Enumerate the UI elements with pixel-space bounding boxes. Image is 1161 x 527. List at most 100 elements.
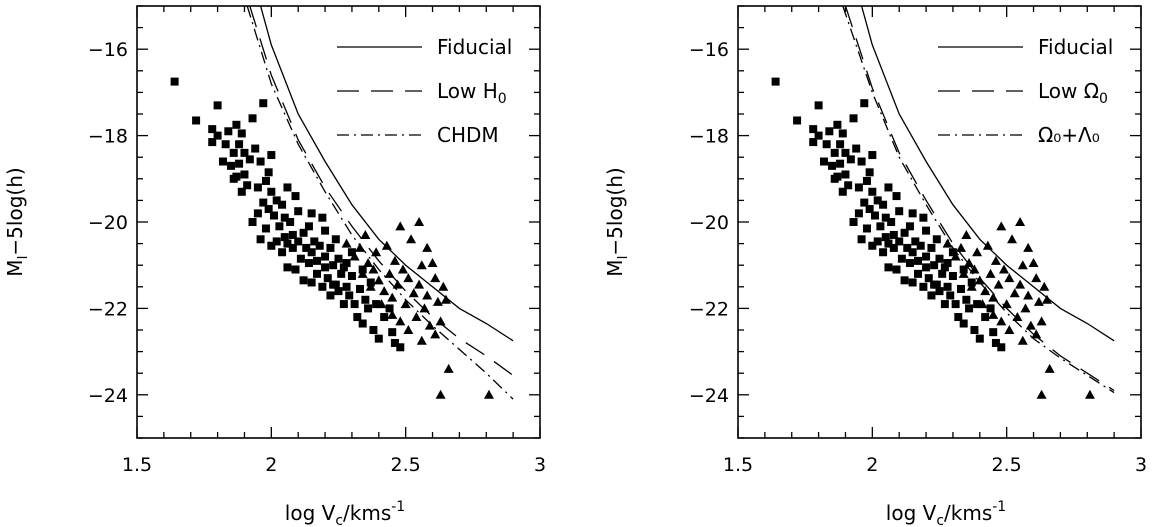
- square-point: [248, 114, 257, 123]
- square-point: [170, 77, 179, 86]
- triangle-point: [993, 279, 1004, 289]
- triangle-point: [955, 242, 966, 252]
- triangle-point: [397, 264, 408, 274]
- square-point: [932, 235, 941, 244]
- square-point: [227, 161, 236, 170]
- triangle-point: [363, 258, 374, 268]
- square-point: [283, 263, 292, 272]
- square-point: [283, 183, 292, 192]
- square-point: [860, 99, 869, 108]
- square-point: [895, 207, 904, 216]
- square-point: [213, 131, 222, 140]
- square-point: [218, 157, 227, 166]
- square-point: [232, 120, 241, 129]
- square-point: [892, 265, 901, 274]
- square-point: [331, 235, 340, 244]
- square-point: [852, 144, 861, 153]
- triangle-point: [1015, 279, 1026, 289]
- model-line-dashed: [844, 6, 1115, 392]
- square-point: [889, 243, 898, 252]
- triangle-point: [411, 312, 422, 322]
- square-point: [930, 280, 939, 289]
- square-point: [345, 291, 354, 300]
- square-point: [304, 222, 313, 231]
- triangle-point: [966, 281, 977, 291]
- legend-label: Low H0: [437, 79, 507, 107]
- square-point: [256, 157, 265, 166]
- triangle-point: [998, 264, 1009, 274]
- x-axis-label: log Vc/kms-1: [285, 499, 405, 527]
- square-point: [264, 205, 273, 214]
- triangle-point: [964, 258, 975, 268]
- model-line-dashed: [249, 6, 514, 376]
- y-tick-label: −16: [88, 39, 128, 61]
- square-point: [267, 151, 276, 160]
- x-tick-label: 3: [534, 454, 546, 476]
- square-point: [900, 228, 909, 237]
- y-tick-label: −24: [689, 385, 729, 407]
- model-line-solid: [259, 6, 514, 342]
- square-point: [956, 284, 965, 293]
- square-point: [237, 129, 246, 138]
- square-point: [922, 252, 931, 261]
- square-point: [323, 274, 332, 283]
- triangle-point: [1009, 288, 1020, 298]
- square-point: [973, 300, 982, 309]
- y-tick-label: −20: [88, 212, 128, 234]
- square-point: [809, 138, 818, 147]
- square-point: [329, 280, 338, 289]
- triangle-point: [435, 389, 446, 399]
- square-point: [307, 248, 316, 257]
- square-point: [854, 209, 863, 218]
- square-point: [243, 181, 252, 190]
- square-point: [814, 131, 823, 140]
- triangle-point: [435, 316, 446, 326]
- triangle-point: [985, 268, 996, 278]
- triangle-point: [416, 260, 427, 270]
- triangle-point: [419, 303, 430, 313]
- square-point: [361, 295, 370, 304]
- triangle-point: [1023, 242, 1034, 252]
- square-point: [339, 263, 348, 272]
- x-tick-label: 1.5: [122, 454, 152, 476]
- square-point: [347, 272, 356, 280]
- square-point: [353, 313, 362, 322]
- square-point: [264, 168, 273, 177]
- square-point: [935, 287, 944, 296]
- square-point: [819, 157, 828, 166]
- square-point: [997, 343, 1006, 352]
- x-tick-label: 2: [866, 454, 878, 476]
- square-point: [981, 313, 990, 322]
- square-point: [922, 263, 931, 272]
- triangle-point: [376, 299, 387, 309]
- triangle-point: [414, 217, 425, 226]
- square-point: [948, 248, 957, 257]
- square-point: [339, 300, 348, 309]
- triangle-point: [392, 279, 403, 289]
- triangle-point: [1025, 320, 1036, 330]
- square-point: [318, 213, 327, 222]
- square-point: [261, 176, 270, 185]
- square-point: [884, 263, 893, 272]
- square-point: [232, 172, 241, 181]
- square-point: [272, 237, 281, 246]
- square-point: [862, 176, 871, 185]
- triangle-point: [961, 229, 972, 239]
- square-point: [914, 256, 923, 265]
- square-point: [881, 233, 890, 242]
- square-point: [892, 192, 901, 201]
- square-point: [943, 259, 952, 268]
- triangle-point: [427, 258, 438, 268]
- square-point: [385, 304, 394, 313]
- square-point: [868, 151, 877, 160]
- triangle-point: [443, 363, 454, 373]
- square-point: [286, 218, 295, 226]
- triangle-point: [1033, 296, 1044, 306]
- triangle-point: [403, 273, 414, 283]
- legend-label: Ω₀+Λ₀: [1038, 123, 1100, 147]
- triangle-point: [408, 288, 419, 298]
- triangle-point: [395, 221, 406, 231]
- model-line-solid: [860, 6, 1115, 342]
- square-point: [954, 313, 963, 322]
- square-point: [224, 127, 233, 136]
